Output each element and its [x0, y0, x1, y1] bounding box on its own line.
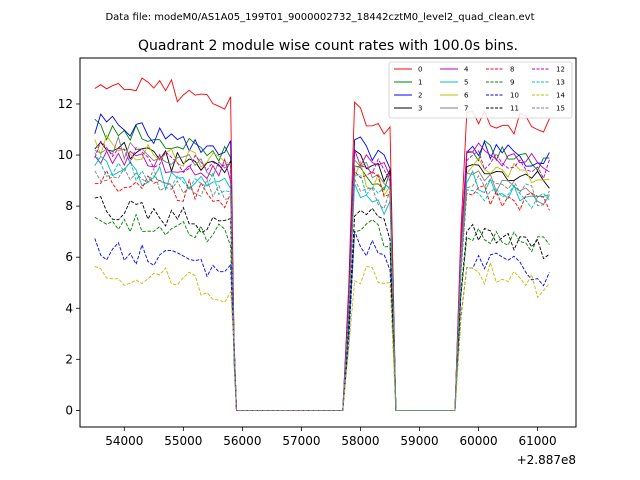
legend-label-11: 11: [510, 105, 519, 113]
legend-box: [388, 61, 573, 119]
legend-label-10: 10: [510, 92, 519, 100]
legend-label-1: 1: [418, 79, 422, 87]
x-axis-offset-label: +2.887e8: [517, 453, 576, 467]
series-line-9: [94, 213, 550, 411]
legend-label-0: 0: [418, 66, 422, 74]
axes-frame: [79, 57, 577, 428]
series-line-14: [94, 260, 550, 411]
y-tick-label: 12: [58, 97, 73, 111]
series-line-5: [94, 155, 550, 411]
x-tick-label: 57000: [282, 434, 320, 448]
y-tick-label: 0: [65, 403, 73, 417]
series-line-2: [94, 113, 550, 411]
x-tick-label: 59000: [400, 434, 438, 448]
legend-label-14: 14: [556, 92, 565, 100]
series-line-6: [94, 134, 550, 411]
series-line-11: [94, 196, 550, 411]
y-tick-label: 2: [65, 352, 73, 366]
legend-label-3: 3: [418, 105, 422, 113]
y-tick-label: 4: [65, 301, 73, 315]
x-tick-label: 54000: [105, 434, 143, 448]
series-line-15: [94, 167, 550, 411]
legend-label-5: 5: [464, 79, 468, 87]
x-tick-label: 56000: [223, 434, 261, 448]
y-tick-label: 6: [65, 250, 73, 264]
legend-label-12: 12: [556, 66, 565, 74]
x-axis: 54000 55000 56000 57000 58000 59000 60000 61000: [105, 427, 557, 448]
legend-label-6: 6: [464, 92, 469, 100]
legend-label-4: 4: [464, 66, 469, 74]
legend-label-8: 8: [510, 66, 514, 74]
y-tick-label: 8: [65, 199, 73, 213]
series-line-0: [94, 77, 550, 411]
x-tick-label: 58000: [341, 434, 379, 448]
chart-title: Quadrant 2 module wise count rates with …: [138, 38, 518, 54]
legend-label-13: 13: [556, 79, 565, 87]
series-line-12: [94, 140, 550, 411]
x-tick-label: 55000: [164, 434, 202, 448]
series-line-8: [94, 169, 550, 411]
y-axis: 0 2 4 6 8 10 12: [58, 97, 80, 417]
x-tick-label: 61000: [519, 434, 557, 448]
y-tick-label: 10: [58, 148, 73, 162]
legend-label-7: 7: [464, 105, 468, 113]
chart-suptitle: Data file: modeM0/AS1A05_199T01_90000027…: [105, 12, 534, 23]
x-tick-label: 60000: [459, 434, 497, 448]
legend-label-2: 2: [418, 92, 422, 100]
series-line-10: [94, 230, 550, 411]
legend-label-15: 15: [556, 105, 565, 113]
plot-area: [94, 77, 550, 411]
legend-label-9: 9: [510, 79, 514, 87]
